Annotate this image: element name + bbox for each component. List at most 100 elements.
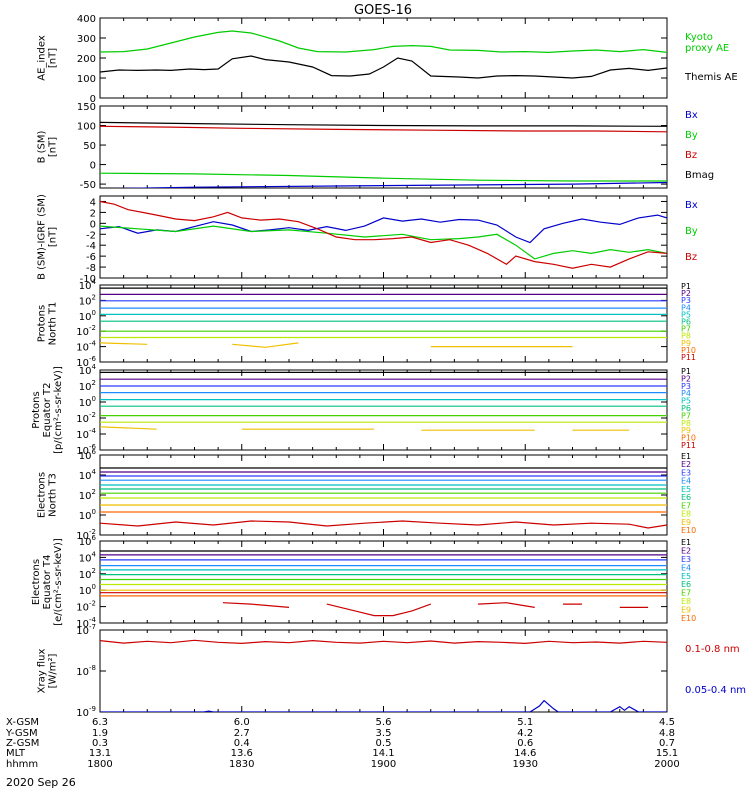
orbit-row-label: Y-GSM [5, 728, 38, 739]
legend-label: P3 [681, 382, 691, 391]
orbit-value: 3.5 [376, 728, 392, 739]
y-axis-label: [nT] [48, 48, 59, 68]
orbit-value: 0.4 [234, 738, 250, 749]
legend-label: P8 [681, 419, 691, 428]
y-tick-label: 2 [90, 208, 96, 219]
y-axis-label: AE_index [37, 35, 48, 81]
legend-label: Bz [685, 252, 697, 263]
y-tick-label: -4 [86, 241, 96, 252]
series-group [100, 200, 667, 269]
legend-label: P8 [681, 332, 691, 341]
orbit-value: 6.3 [92, 717, 108, 728]
y-tick-label: 0 [90, 94, 96, 105]
y-axis-label: Protons [37, 305, 48, 342]
orbit-row-label: X-GSM [6, 717, 39, 728]
legend-label: Bx [685, 110, 698, 121]
legend-label: P9 [681, 426, 691, 435]
legend-label: P7 [681, 325, 691, 334]
y-tick-label: 10-8 [76, 664, 96, 678]
legend-label: E10 [681, 614, 696, 623]
y-tick-label: 102 [79, 379, 96, 393]
series-line-p9 [232, 342, 299, 348]
y-tick-label: 0 [90, 219, 96, 230]
legend-label: E7 [681, 501, 691, 510]
series-group [100, 550, 667, 617]
series-line-e10b [477, 602, 535, 608]
orbit-value: 14.1 [372, 748, 394, 759]
legend-label: Kyoto [685, 32, 713, 43]
legend-label: P11 [681, 353, 696, 362]
orbit-value: 1830 [229, 759, 254, 770]
legend-label: E8 [681, 597, 691, 606]
y-tick-label: -8 [86, 263, 96, 274]
panel-frame [99, 540, 668, 624]
legend-label: P11 [681, 441, 696, 450]
legend-label: E4 [681, 477, 691, 486]
legend-label: P10 [681, 434, 696, 443]
panel-frame [99, 105, 668, 189]
y-tick-label: 102 [79, 567, 96, 581]
series-line-themis-ae [100, 55, 667, 79]
series-group [100, 30, 667, 79]
y-tick-label: 100 [77, 122, 96, 133]
series-line-bx [100, 214, 667, 244]
y-tick-label: -50 [80, 180, 96, 191]
legend-label: E10 [681, 526, 696, 535]
orbit-value: 0.6 [517, 738, 533, 749]
legend-label: E9 [681, 606, 691, 615]
y-axis-label: [e/(cm²-s-sr-keV)] [53, 538, 64, 626]
y-tick-label: 400 [77, 14, 96, 25]
y-tick-label: 10-4 [76, 340, 96, 354]
y-axis-label: [nT] [48, 137, 59, 157]
orbit-value: 15.1 [656, 748, 678, 759]
y-axis-label: North T1 [48, 302, 59, 346]
series-line-e10b [326, 603, 432, 617]
y-tick-label: 10-2 [76, 411, 96, 425]
y-tick-label: 104 [79, 363, 97, 377]
y-tick-label: 100 [79, 309, 96, 323]
legend-label: E3 [681, 468, 691, 477]
legend-label: E8 [681, 510, 691, 519]
y-axis-label: Equator T4 [42, 555, 53, 610]
y-tick-label: 102 [79, 488, 96, 502]
legend-label: P4 [681, 389, 691, 398]
legend-label: P1 [681, 367, 691, 376]
y-axis-label: [W/m²] [48, 653, 59, 688]
orbit-value: 5.1 [517, 717, 533, 728]
legend-label: P5 [681, 310, 691, 319]
y-tick-label: 104 [79, 278, 97, 292]
y-tick-label: 4 [90, 197, 96, 208]
legend-label: By [685, 130, 698, 141]
legend-label: E4 [681, 563, 691, 572]
legend-label: E5 [681, 572, 691, 581]
legend-label: Themis AE [684, 72, 738, 83]
series-line-e10b [222, 602, 290, 608]
legend-label: E1 [681, 452, 691, 461]
legend-label: P1 [681, 282, 691, 291]
y-axis-label: Equator T2 [42, 383, 53, 438]
legend-label: Bz [685, 150, 697, 161]
series-line-kyoto-proxy-ae [100, 30, 667, 54]
legend-label: E6 [681, 580, 691, 589]
y-axis-label: [p/(cm²-s-sr-keV)] [53, 366, 64, 454]
legend-label: By [685, 226, 698, 237]
orbit-value: 1930 [513, 759, 538, 770]
y-tick-label: 100 [79, 508, 96, 522]
legend-label: Bx [685, 200, 698, 211]
orbit-value: 4.5 [659, 717, 675, 728]
orbit-row-label: hhmm [6, 759, 38, 770]
legend-label: P6 [681, 404, 691, 413]
orbit-value: 0.5 [376, 738, 392, 749]
orbit-row-label: Z-GSM [6, 738, 39, 749]
legend-label: P9 [681, 339, 691, 348]
y-axis-label: Electrons [31, 559, 42, 605]
y-tick-label: 300 [77, 34, 96, 45]
series-line-by [100, 225, 667, 260]
y-tick-label: -2 [86, 230, 96, 241]
